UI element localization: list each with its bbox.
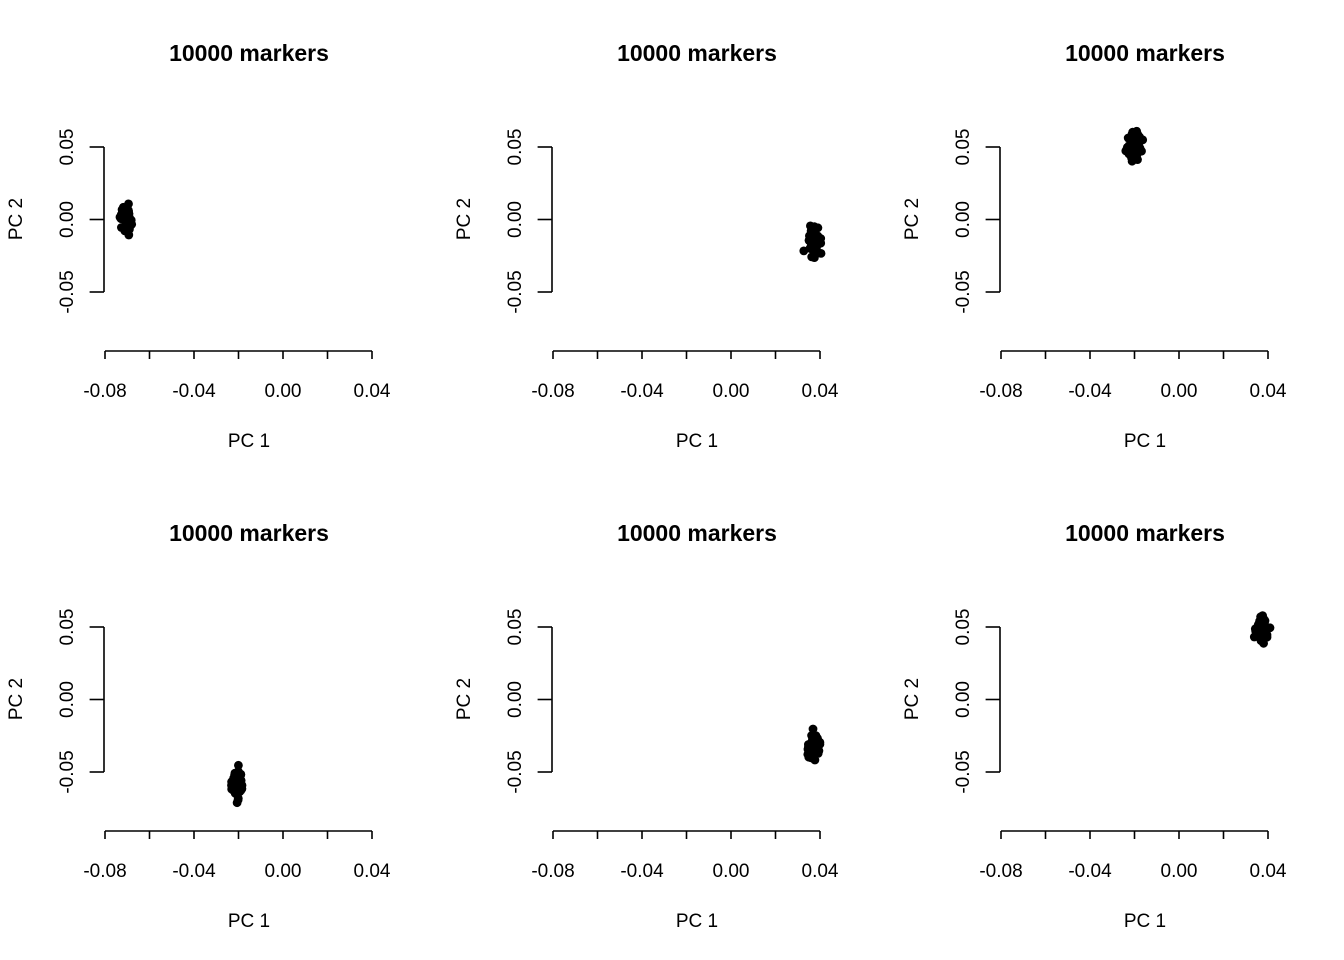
- y-tick-label: 0.05: [953, 609, 974, 646]
- data-point: [803, 749, 813, 759]
- y-tick-label: -0.05: [57, 270, 78, 313]
- scatter-panel: 10000 markers -0.08 -0.04 0.00 0.04 PC 1 -0.05…: [6, 520, 391, 932]
- panel-title: 10000 markers: [617, 520, 777, 546]
- x-tick-label: 0.04: [354, 861, 391, 882]
- data-point: [232, 798, 242, 808]
- x-tick-label: -0.04: [620, 861, 664, 882]
- data-point: [1130, 150, 1139, 160]
- y-tick-label: 0.00: [953, 681, 974, 718]
- x-tick-label: -0.04: [1068, 861, 1112, 882]
- data-point: [809, 223, 819, 232]
- x-tick-label: -0.04: [1068, 381, 1112, 402]
- y-tick-label: 0.00: [505, 681, 526, 718]
- panel-title: 10000 markers: [617, 40, 777, 66]
- y-axis-label: PC 2: [454, 678, 475, 720]
- data-point: [1133, 137, 1142, 147]
- x-tick-label: -0.08: [531, 861, 574, 882]
- data-point: [1265, 623, 1275, 633]
- data-point: [234, 760, 243, 770]
- data-point: [1259, 633, 1268, 643]
- data-point: [1123, 133, 1133, 143]
- y-tick-label: -0.05: [505, 270, 526, 313]
- y-tick-label: -0.05: [953, 750, 974, 793]
- y-tick-label: 0.05: [953, 129, 974, 166]
- y-tick-label: 0.00: [57, 201, 78, 238]
- data-point: [234, 780, 244, 789]
- x-tick-label: 0.04: [354, 381, 391, 402]
- data-point: [1257, 621, 1267, 631]
- panel-title: 10000 markers: [169, 520, 329, 546]
- scatter-panel: 10000 markers -0.08 -0.04 0.00 0.04 PC 1 -0.05…: [454, 40, 839, 452]
- data-point: [1132, 126, 1142, 136]
- x-tick-label: 0.04: [802, 381, 839, 402]
- x-tick-label: 0.04: [1250, 381, 1287, 402]
- y-tick-label: 0.00: [953, 201, 974, 238]
- data-point: [123, 218, 133, 228]
- x-axis-label: PC 1: [1124, 431, 1166, 452]
- y-tick-label: 0.00: [57, 681, 78, 718]
- x-tick-label: -0.08: [979, 381, 1022, 402]
- panel-title: 10000 markers: [1065, 520, 1225, 546]
- x-tick-label: -0.08: [531, 381, 574, 402]
- data-point: [808, 724, 818, 734]
- y-axis-label: PC 2: [6, 678, 27, 720]
- data-point: [813, 733, 822, 743]
- x-tick-label: -0.08: [83, 381, 126, 402]
- x-tick-label: -0.04: [172, 381, 216, 402]
- x-axis-label: PC 1: [676, 911, 718, 932]
- y-tick-label: 0.00: [505, 201, 526, 238]
- y-tick-label: -0.05: [505, 750, 526, 793]
- data-point: [816, 249, 826, 258]
- x-tick-label: 0.00: [713, 381, 750, 402]
- scatter-panel: 10000 markers -0.08 -0.04 0.00 0.04 PC 1 -0.05…: [454, 520, 839, 932]
- x-tick-label: 0.04: [1250, 861, 1287, 882]
- x-tick-label: 0.00: [1161, 381, 1198, 402]
- panel-title: 10000 markers: [169, 40, 329, 66]
- x-axis-label: PC 1: [228, 431, 270, 452]
- x-axis-label: PC 1: [676, 431, 718, 452]
- x-tick-label: -0.08: [83, 861, 126, 882]
- scatter-panel: 10000 markers -0.08 -0.04 0.00 0.04 PC 1 -0.05…: [902, 520, 1287, 932]
- data-point: [804, 235, 814, 245]
- scatter-panel: 10000 markers -0.08 -0.04 0.00 0.04 PC 1 -0.05…: [902, 40, 1287, 452]
- y-tick-label: 0.05: [505, 129, 526, 166]
- data-point: [236, 769, 246, 779]
- y-tick-label: -0.05: [953, 270, 974, 313]
- x-tick-label: 0.00: [1161, 861, 1198, 882]
- data-point: [117, 206, 127, 215]
- y-tick-label: 0.05: [505, 609, 526, 646]
- y-axis-label: PC 2: [6, 198, 27, 240]
- x-axis-label: PC 1: [1124, 911, 1166, 932]
- x-tick-label: -0.08: [979, 861, 1022, 882]
- y-tick-label: 0.05: [57, 129, 78, 166]
- x-tick-label: 0.00: [265, 381, 302, 402]
- y-axis-label: PC 2: [902, 198, 923, 240]
- x-axis-label: PC 1: [228, 911, 270, 932]
- x-tick-label: -0.04: [172, 861, 216, 882]
- x-tick-label: 0.04: [802, 861, 839, 882]
- x-tick-label: -0.04: [620, 381, 664, 402]
- y-tick-label: -0.05: [57, 750, 78, 793]
- panel-title: 10000 markers: [1065, 40, 1225, 66]
- y-tick-label: 0.05: [57, 609, 78, 646]
- scatter-panel: 10000 markers -0.08 -0.04 0.00 0.04 PC 1 -0.05…: [6, 40, 391, 452]
- x-tick-label: 0.00: [265, 861, 302, 882]
- x-tick-label: 0.00: [713, 861, 750, 882]
- y-axis-label: PC 2: [902, 678, 923, 720]
- data-point: [810, 253, 819, 262]
- data-point: [799, 246, 809, 256]
- y-axis-label: PC 2: [454, 198, 475, 240]
